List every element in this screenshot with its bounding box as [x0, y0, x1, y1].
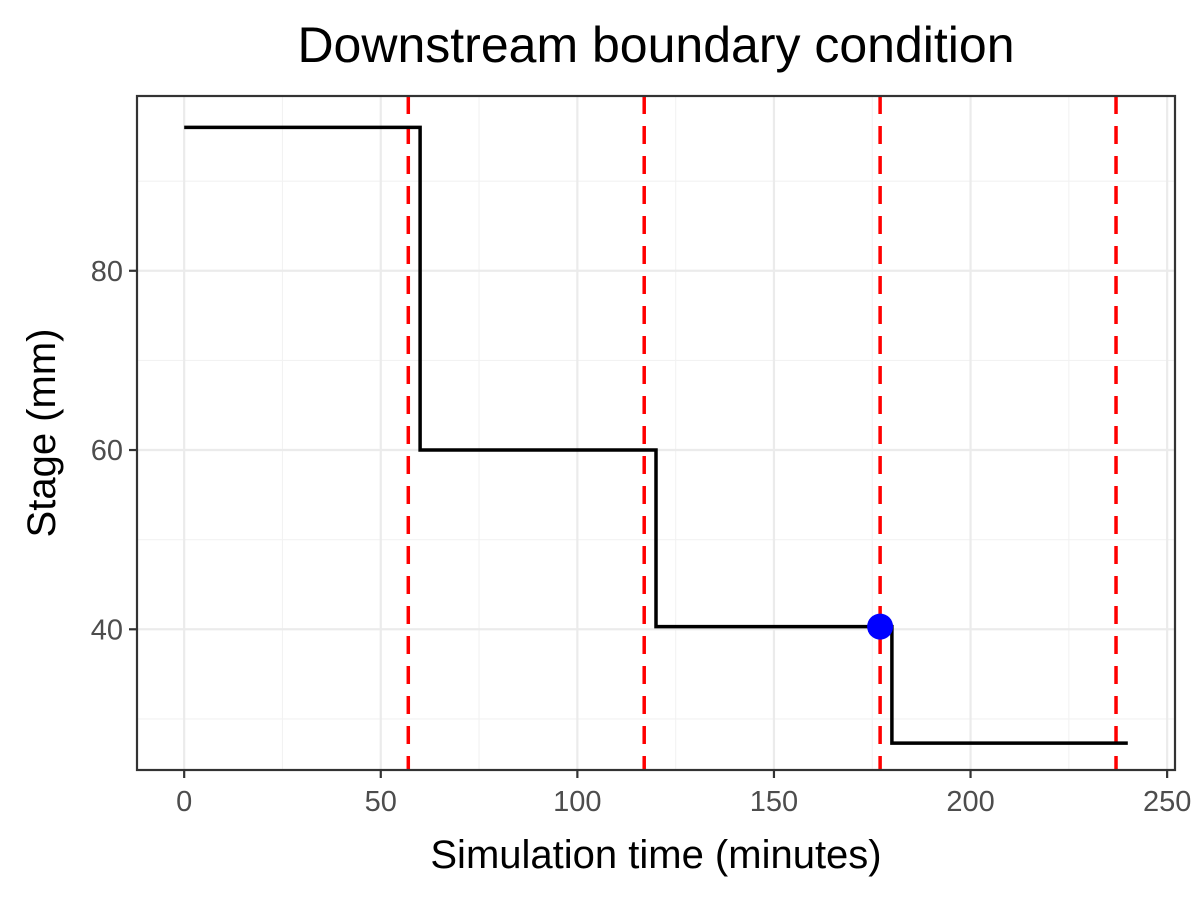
x-tick-label: 0 [176, 786, 192, 818]
x-tick-label: 200 [946, 786, 994, 818]
y-tick-label: 40 [91, 614, 123, 646]
grid-minor [137, 96, 1175, 770]
y-tick-label: 60 [91, 435, 123, 467]
y-axis: 40 60 80 [91, 256, 137, 646]
x-tick-label: 100 [553, 786, 601, 818]
grid-major [137, 96, 1175, 770]
points-layer [867, 613, 894, 640]
chart-title: Downstream boundary condition [297, 17, 1014, 73]
series-layer [184, 125, 1128, 745]
x-tick-label: 250 [1143, 786, 1191, 818]
y-tick-label: 80 [91, 256, 123, 288]
panel-border [135, 94, 1177, 772]
y-axis-title: Stage (mm) [20, 329, 64, 538]
x-axis: 0 50 100 150 200 250 [176, 770, 1191, 818]
x-tick-label: 50 [365, 786, 397, 818]
x-axis-title: Simulation time (minutes) [430, 833, 881, 877]
stage-series-line [184, 125, 1128, 745]
current-time-point [867, 613, 894, 640]
event-lines [406, 96, 1118, 770]
x-tick-label: 150 [750, 786, 798, 818]
